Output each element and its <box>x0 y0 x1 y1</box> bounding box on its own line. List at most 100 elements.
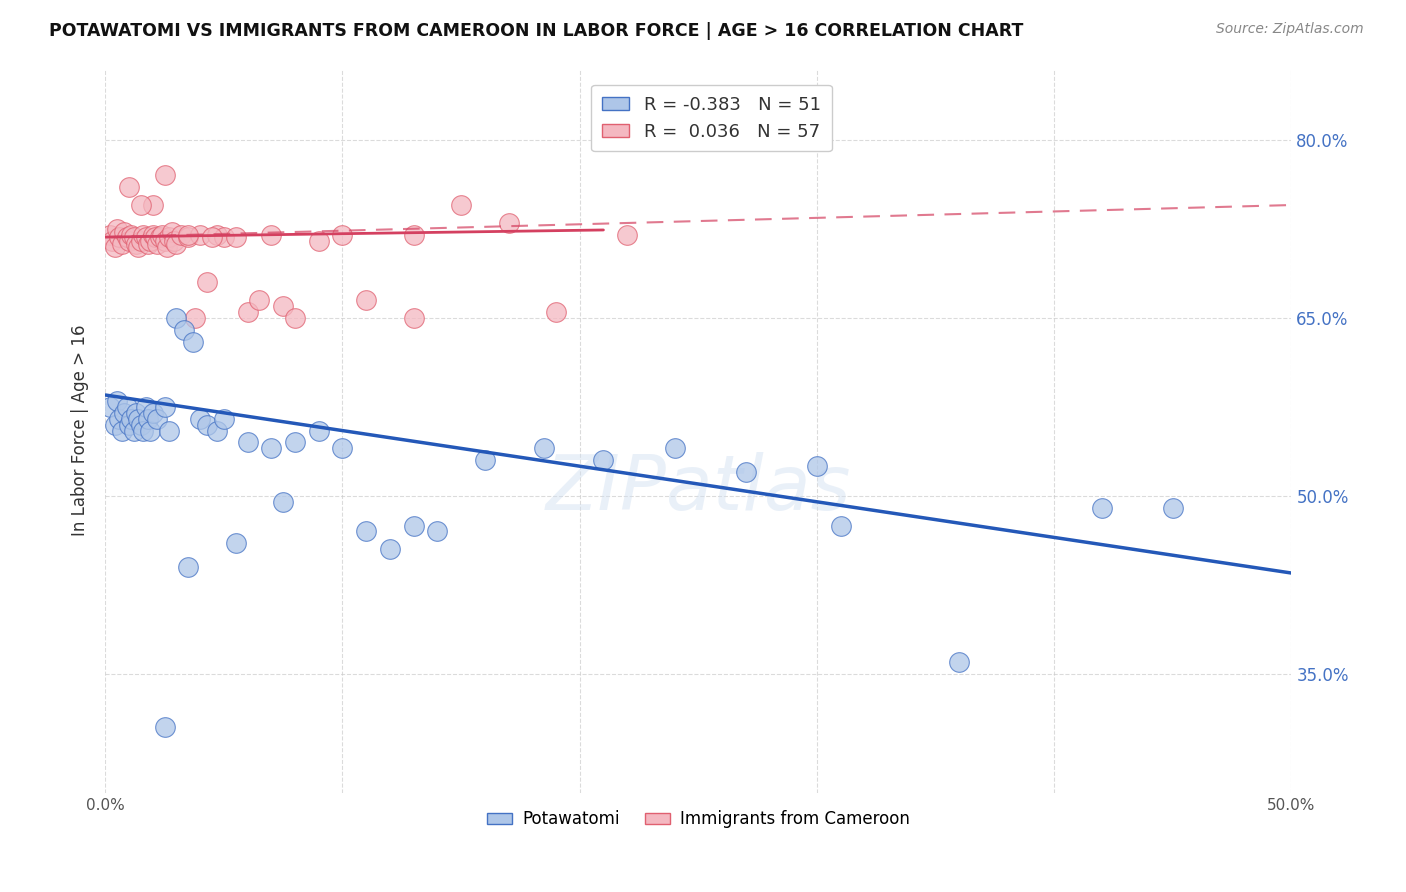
Point <box>402 227 425 242</box>
Point <box>177 230 200 244</box>
Point <box>734 465 756 479</box>
Point <box>212 411 235 425</box>
Point <box>118 180 141 194</box>
Point <box>127 239 149 253</box>
Point <box>108 230 131 244</box>
Point <box>111 237 134 252</box>
Point <box>153 400 176 414</box>
Point <box>112 225 135 239</box>
Point <box>308 424 330 438</box>
Point <box>142 198 165 212</box>
Point <box>616 227 638 242</box>
Point <box>188 411 211 425</box>
Point <box>104 239 127 253</box>
Point <box>1161 500 1184 515</box>
Point <box>260 227 283 242</box>
Point <box>225 230 247 244</box>
Point <box>129 234 152 248</box>
Point <box>173 323 195 337</box>
Point <box>205 227 228 242</box>
Point <box>249 293 271 307</box>
Point <box>177 227 200 242</box>
Point <box>98 227 121 242</box>
Point <box>122 424 145 438</box>
Point <box>426 524 449 539</box>
Point <box>129 198 152 212</box>
Point <box>104 417 127 432</box>
Point <box>165 237 187 252</box>
Point <box>236 305 259 319</box>
Point <box>120 411 142 425</box>
Point <box>101 234 124 248</box>
Point <box>139 234 162 248</box>
Point <box>135 230 157 244</box>
Point <box>136 237 159 252</box>
Point <box>664 442 686 456</box>
Y-axis label: In Labor Force | Age > 16: In Labor Force | Age > 16 <box>72 325 89 536</box>
Point <box>136 411 159 425</box>
Point <box>177 560 200 574</box>
Point <box>142 406 165 420</box>
Point <box>118 234 141 248</box>
Point <box>153 234 176 248</box>
Point <box>157 230 180 244</box>
Point <box>170 227 193 242</box>
Point <box>156 239 179 253</box>
Point <box>402 310 425 325</box>
Point <box>142 227 165 242</box>
Point <box>236 435 259 450</box>
Point <box>108 411 131 425</box>
Point <box>592 453 614 467</box>
Point <box>308 234 330 248</box>
Point <box>135 400 157 414</box>
Point <box>284 310 307 325</box>
Text: ZIPatlas: ZIPatlas <box>546 451 851 525</box>
Point <box>118 417 141 432</box>
Point <box>149 230 172 244</box>
Point <box>98 400 121 414</box>
Point <box>139 424 162 438</box>
Point <box>132 424 155 438</box>
Point <box>806 459 828 474</box>
Point <box>132 227 155 242</box>
Point <box>105 221 128 235</box>
Legend: Potawatomi, Immigrants from Cameroon: Potawatomi, Immigrants from Cameroon <box>481 804 917 835</box>
Point <box>105 393 128 408</box>
Point <box>112 406 135 420</box>
Point <box>165 310 187 325</box>
Point <box>544 305 567 319</box>
Point <box>125 237 148 252</box>
Point <box>201 230 224 244</box>
Point <box>153 720 176 734</box>
Point <box>115 230 138 244</box>
Point <box>195 417 218 432</box>
Point <box>160 225 183 239</box>
Point <box>129 417 152 432</box>
Point <box>143 230 166 244</box>
Point <box>271 495 294 509</box>
Point <box>533 442 555 456</box>
Point <box>163 234 186 248</box>
Point <box>153 169 176 183</box>
Point <box>188 227 211 242</box>
Text: Source: ZipAtlas.com: Source: ZipAtlas.com <box>1216 22 1364 37</box>
Point <box>212 230 235 244</box>
Point <box>402 518 425 533</box>
Point <box>146 411 169 425</box>
Point <box>195 275 218 289</box>
Point <box>260 442 283 456</box>
Point <box>284 435 307 450</box>
Point <box>115 400 138 414</box>
Point <box>225 536 247 550</box>
Point <box>111 424 134 438</box>
Point <box>205 424 228 438</box>
Point <box>120 227 142 242</box>
Point <box>332 227 354 242</box>
Point <box>184 310 207 325</box>
Point <box>354 524 377 539</box>
Text: POTAWATOMI VS IMMIGRANTS FROM CAMEROON IN LABOR FORCE | AGE > 16 CORRELATION CHA: POTAWATOMI VS IMMIGRANTS FROM CAMEROON I… <box>49 22 1024 40</box>
Point <box>1091 500 1114 515</box>
Point <box>474 453 496 467</box>
Point <box>150 227 173 242</box>
Point <box>450 198 472 212</box>
